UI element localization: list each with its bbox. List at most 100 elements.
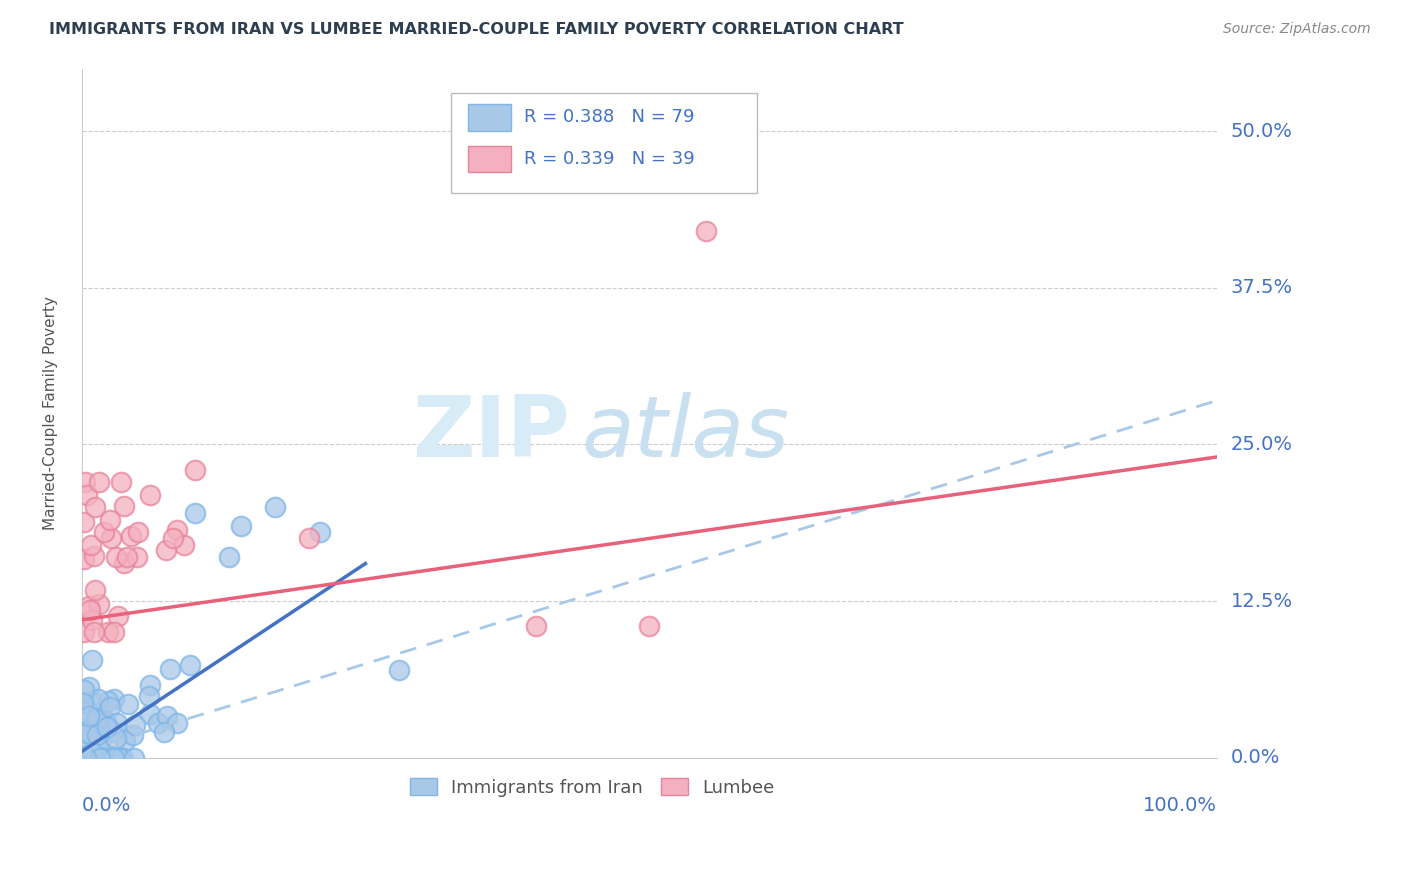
Point [93,751,115,765]
Point [82,746,104,760]
Point [91,751,114,765]
Point [79,728,101,742]
Point [103,751,125,765]
Point [125,549,148,564]
Point [77,751,100,765]
Point [104,731,127,745]
Text: 12.5%: 12.5% [1230,591,1292,611]
Point [80,613,103,627]
Point [83,625,105,640]
Point [87,733,110,747]
Point [110,475,132,489]
Point [97,694,120,708]
Point [695,224,717,238]
Point [73,723,96,738]
Point [173,537,195,551]
Point [263,500,285,515]
FancyBboxPatch shape [468,104,510,130]
Point [80,727,103,741]
Legend: Immigrants from Iran, Lumbee: Immigrants from Iran, Lumbee [402,772,782,804]
Point [83,747,105,762]
Point [184,507,207,521]
Point [77,705,100,719]
Point [73,683,96,698]
Point [80,694,103,708]
Text: ZIP: ZIP [412,392,569,475]
Point [83,549,105,563]
Point [79,708,101,723]
Point [122,751,145,765]
Point [86,728,108,742]
Point [73,751,96,765]
Point [76,487,98,501]
Text: Source: ZipAtlas.com: Source: ZipAtlas.com [1223,22,1371,37]
Point [76,726,98,740]
Point [103,625,125,640]
Point [73,515,96,529]
Point [79,603,101,617]
Point [93,525,115,540]
Point [146,715,169,730]
Point [72,749,94,764]
FancyBboxPatch shape [450,93,756,193]
Y-axis label: Married-Couple Family Poverty: Married-Couple Family Poverty [44,296,58,530]
Text: R = 0.388   N = 79: R = 0.388 N = 79 [524,109,695,127]
Point [156,708,179,723]
Point [112,751,135,765]
Point [107,751,129,765]
Point [166,716,188,731]
FancyBboxPatch shape [468,145,510,172]
Point [73,695,96,709]
Point [638,619,661,633]
Point [97,625,120,640]
Point [153,724,176,739]
Point [115,550,138,565]
Point [90,721,112,735]
Point [83,751,105,765]
Point [162,532,184,546]
Point [159,662,181,676]
Text: 100.0%: 100.0% [1143,796,1216,814]
Point [86,692,108,706]
Text: IMMIGRANTS FROM IRAN VS LUMBEE MARRIED-COUPLE FAMILY POVERTY CORRELATION CHART: IMMIGRANTS FROM IRAN VS LUMBEE MARRIED-C… [49,22,904,37]
Point [87,597,110,611]
Point [75,751,97,765]
Text: 50.0%: 50.0% [1230,121,1292,141]
Point [101,750,124,764]
Point [82,653,104,667]
Text: 25.0%: 25.0% [1230,435,1292,454]
Point [89,751,111,765]
Point [98,700,121,714]
Point [105,715,128,730]
Point [90,751,112,765]
Point [89,751,111,765]
Point [93,712,115,726]
Point [72,738,94,752]
Point [139,706,162,721]
Point [77,680,100,694]
Point [84,714,107,729]
Point [112,499,135,513]
Point [139,678,162,692]
Point [86,712,108,726]
Point [107,751,129,765]
Point [79,599,101,614]
Text: 0.0%: 0.0% [82,796,131,814]
Text: 0.0%: 0.0% [1230,748,1279,767]
Point [83,751,105,765]
Point [100,531,122,545]
Point [114,734,136,748]
Point [87,475,110,489]
Point [184,462,207,476]
Point [104,550,127,565]
Point [103,692,125,706]
Point [117,698,139,712]
Point [120,529,142,543]
Point [89,742,111,756]
Point [112,556,135,570]
Point [122,728,145,742]
Point [94,714,117,729]
Point [110,751,132,765]
Point [84,747,107,762]
Point [155,543,177,558]
